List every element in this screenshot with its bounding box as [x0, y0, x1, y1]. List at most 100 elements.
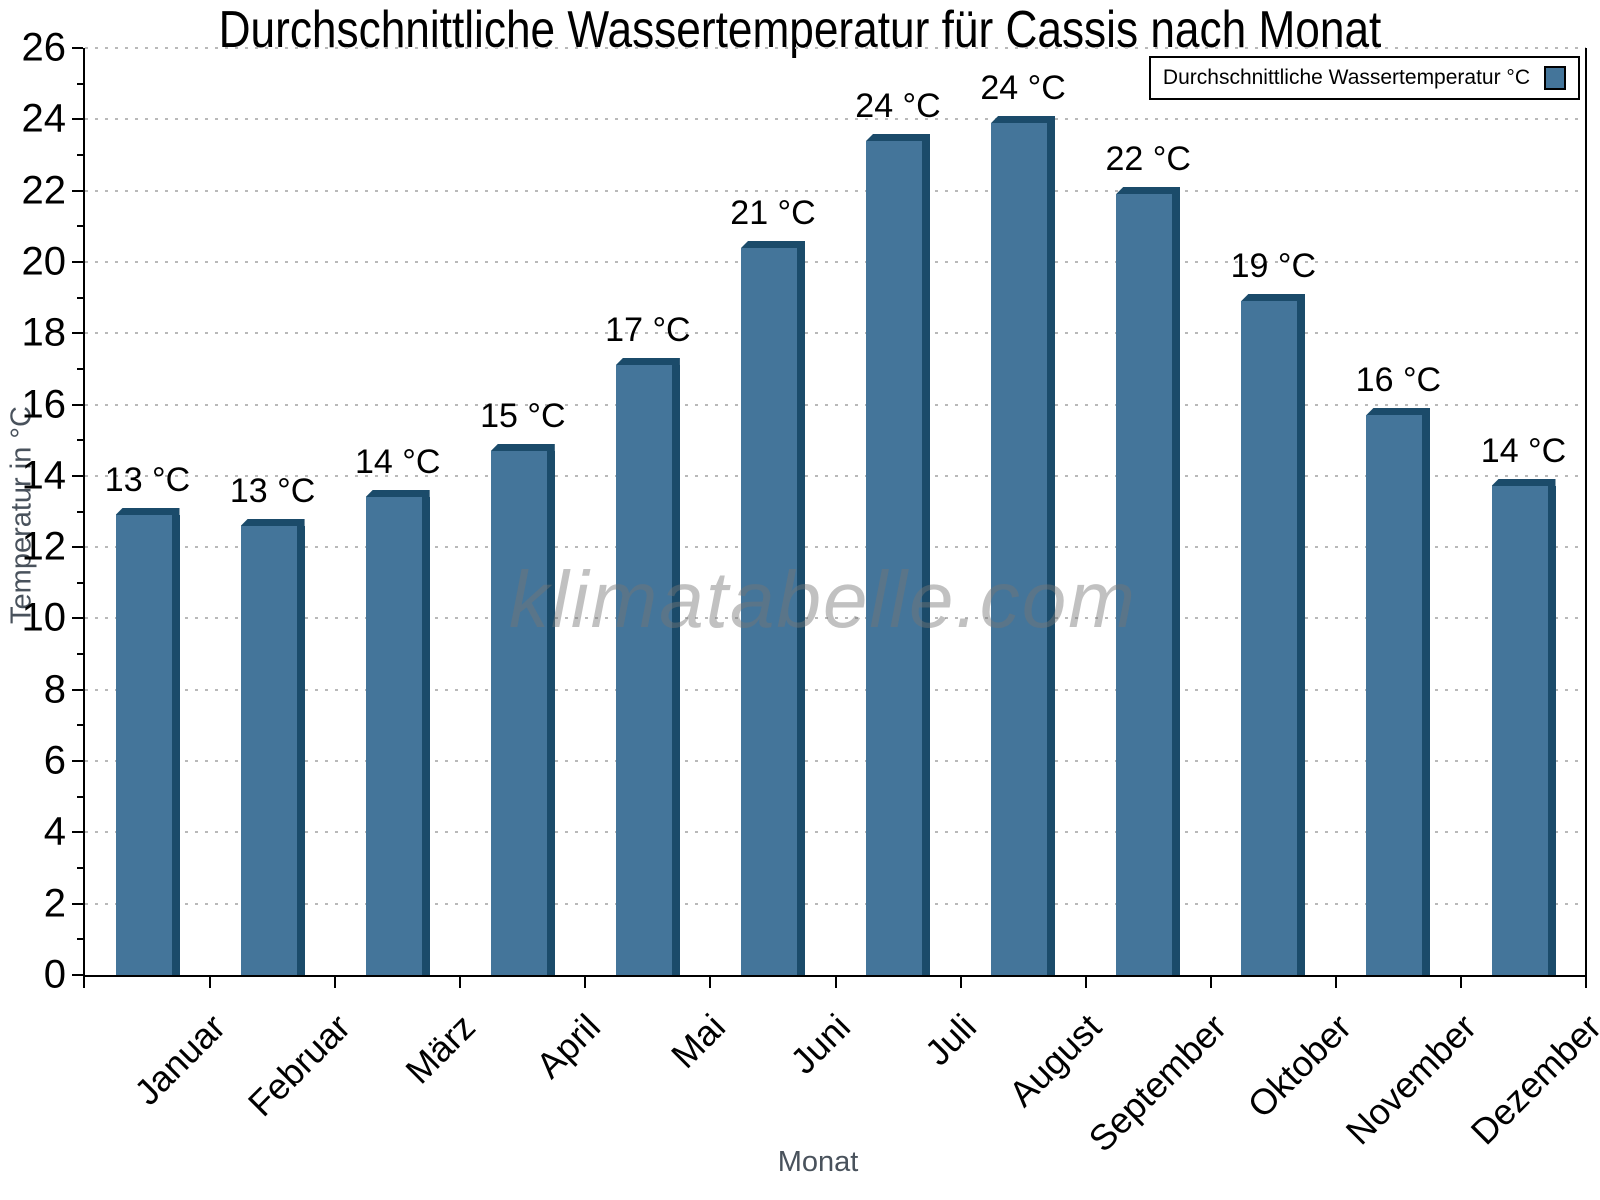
gridline — [85, 118, 1586, 121]
y-tick-label: 16 — [21, 382, 67, 427]
y-minor-tick — [77, 296, 83, 299]
bar-top-cap — [240, 519, 305, 526]
bar-side-shade — [1047, 123, 1056, 975]
x-tick-label: Juli — [916, 1006, 984, 1074]
bar-face — [365, 497, 422, 975]
y-major-tick — [72, 974, 83, 976]
y-major-tick — [72, 260, 83, 263]
bar-value-label: 21 °C — [730, 194, 816, 232]
bar-face — [741, 248, 797, 975]
bar-value-label: 15 °C — [480, 397, 566, 435]
x-tick-label: Januar — [126, 1006, 234, 1113]
bar-face — [1366, 415, 1423, 975]
bar-value-label: 13 °C — [104, 461, 191, 499]
x-tick — [209, 977, 212, 988]
x-tick — [584, 977, 587, 988]
bar — [490, 444, 555, 975]
x-tick — [1585, 977, 1587, 988]
x-tick — [959, 977, 962, 988]
x-tick-label: Mai — [663, 1006, 734, 1077]
y-minor-tick — [77, 153, 83, 156]
y-axis-title: Temperatur in °C — [5, 406, 38, 624]
gridline — [85, 332, 1586, 335]
chart-title-text: Durchschnittliche Wassertemperatur für C… — [218, 1, 1382, 59]
y-major-tick — [72, 474, 83, 477]
bar-top-cap — [866, 134, 930, 141]
y-tick-label: 4 — [43, 809, 66, 854]
bar-top-cap — [115, 508, 180, 515]
y-major-tick — [72, 617, 83, 620]
y-tick-label: 20 — [21, 239, 67, 284]
x-tick-label: November — [1337, 1006, 1484, 1153]
gridline — [85, 260, 1586, 263]
y-tick-label: 18 — [21, 310, 67, 355]
y-major-tick — [72, 118, 83, 121]
y-minor-tick — [77, 367, 83, 370]
x-tick — [1334, 977, 1337, 988]
y-minor-tick — [77, 82, 83, 85]
bar-top-cap — [490, 444, 555, 451]
plot-area: klimatabelle.com Durchschnittliche Wasse… — [85, 47, 1586, 975]
right-border-line — [1585, 48, 1587, 988]
bar-top-cap — [1491, 479, 1556, 486]
y-minor-tick — [77, 439, 83, 442]
bar-face — [1116, 194, 1173, 975]
bar-top-cap — [1366, 408, 1431, 415]
bar-face — [240, 526, 297, 975]
y-tick-label: 10 — [21, 595, 67, 640]
x-tick — [1459, 977, 1462, 988]
bar-value-label: 24 °C — [855, 87, 941, 125]
y-minor-tick — [77, 724, 83, 727]
bar-value-label: 24 °C — [980, 69, 1066, 107]
gridline — [85, 760, 1586, 763]
gridline — [85, 403, 1586, 406]
gridline — [85, 546, 1586, 549]
y-axis-line — [83, 48, 85, 988]
bar-face — [991, 123, 1048, 975]
watermark: klimatabelle.com — [509, 555, 1137, 644]
gridline — [85, 47, 1586, 49]
bar-side-shade — [671, 365, 680, 975]
x-tick-label: Dezember — [1462, 1006, 1600, 1153]
y-tick-label: 14 — [21, 453, 67, 498]
bar — [1241, 294, 1306, 975]
bar-value-label: 14 °C — [354, 443, 441, 481]
bar-value-label: 19 °C — [1230, 247, 1317, 285]
bar-side-shade — [421, 497, 430, 975]
x-tick-label: Juni — [782, 1006, 859, 1082]
y-major-tick — [72, 189, 83, 192]
y-major-tick — [72, 546, 83, 549]
bar-top-cap — [1241, 294, 1306, 301]
bar — [240, 519, 305, 975]
y-tick-label: 26 — [21, 25, 67, 70]
bar-value-label: 16 °C — [1355, 361, 1442, 399]
x-tick — [1084, 977, 1087, 988]
y-minor-tick — [77, 938, 83, 941]
bar-value-label: 14 °C — [1480, 432, 1567, 470]
bar — [1491, 479, 1556, 975]
bar-side-shade — [1422, 415, 1431, 975]
bar-face — [490, 451, 547, 975]
bar-side-shade — [296, 526, 305, 975]
y-tick-label: 12 — [21, 524, 67, 569]
bar-face — [615, 365, 672, 975]
gridline — [85, 474, 1586, 477]
chart-title: Durchschnittliche Wassertemperatur für C… — [0, 0, 1600, 60]
x-tick-label: März — [397, 1006, 484, 1092]
bar-side-shade — [922, 141, 930, 975]
y-major-tick — [72, 902, 83, 905]
bar — [1116, 187, 1181, 975]
bar-top-cap — [615, 358, 680, 365]
bar — [741, 241, 805, 975]
gridline — [85, 688, 1586, 691]
bar-face — [1491, 486, 1548, 975]
y-minor-tick — [77, 653, 83, 656]
y-tick-label: 8 — [43, 667, 66, 712]
bar-value-label: 17 °C — [605, 311, 691, 349]
bar-top-cap — [365, 490, 430, 497]
bar — [365, 490, 430, 975]
bar-side-shade — [171, 515, 180, 975]
bar-side-shade — [1297, 301, 1306, 975]
x-tick-label: April — [528, 1006, 609, 1086]
